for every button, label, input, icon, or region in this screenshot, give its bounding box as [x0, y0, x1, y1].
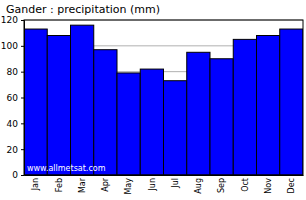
x-tick-label: Apr	[101, 177, 110, 192]
y-tick-label: 0	[12, 170, 18, 180]
x-tick-label: Jul	[171, 178, 180, 189]
x-axis-line	[25, 175, 304, 176]
x-tick-label: Sep	[217, 178, 226, 193]
x-tick: May	[124, 175, 133, 195]
x-tick: Jun	[148, 175, 157, 192]
title: Gander : precipitation (mm)	[6, 3, 160, 16]
y-tick-label: 40	[7, 119, 19, 129]
y-tick: 0	[12, 170, 24, 180]
bar	[47, 36, 70, 176]
y-tick-label: 120	[1, 15, 18, 25]
x-tick-label: Mar	[78, 177, 87, 193]
x-tick-label: Oct	[241, 178, 250, 192]
x-tick-label: May	[124, 178, 133, 195]
x-tick: Dec	[287, 175, 296, 193]
x-tick: Sep	[217, 175, 226, 193]
y-tick-label: 60	[7, 93, 19, 103]
x-tick-label: Jan	[31, 178, 40, 191]
y-tick: 20	[7, 145, 24, 155]
y-tick: 60	[7, 93, 24, 103]
bar	[280, 29, 303, 175]
x-tick-label: Jun	[148, 178, 157, 192]
annotation: www.allmetsat.com	[27, 164, 106, 173]
y-tick-label: 20	[7, 145, 19, 155]
y-tick-label: 80	[7, 67, 19, 77]
x-tick-label: Dec	[287, 178, 296, 193]
grid	[24, 20, 303, 175]
x-axis: Jan Feb Mar Apr May Jun Jul Aug Sep Oct Nov Dec	[25, 175, 304, 195]
x-tick: Apr	[101, 175, 110, 192]
x-tick: Feb	[55, 175, 64, 192]
chart: www.allmetsat.com 0 20 40 60 80 100 120 Jan Feb Ma…	[0, 0, 306, 200]
plot-frame	[24, 20, 303, 175]
bar	[210, 59, 233, 175]
x-tick-label: Feb	[55, 178, 64, 192]
bar	[24, 29, 47, 175]
y-tick-mark	[21, 123, 24, 124]
bar	[257, 36, 280, 176]
bar	[94, 50, 117, 175]
x-tick-label: Nov	[264, 178, 273, 194]
y-tick-mark	[21, 72, 24, 73]
y-tick-mark	[21, 149, 24, 150]
y-tick: 40	[7, 119, 24, 129]
bar	[187, 52, 210, 175]
bars	[24, 25, 303, 175]
x-tick: Oct	[241, 175, 250, 192]
y-axis-line	[21, 21, 25, 176]
x-tick-label: Aug	[194, 178, 203, 194]
bar	[164, 81, 187, 175]
y-tick-mark	[21, 46, 24, 47]
bar	[140, 69, 163, 175]
x-tick: Jan	[31, 175, 40, 191]
y-tick-mark	[21, 175, 24, 176]
bar	[71, 25, 94, 175]
bar	[233, 39, 256, 175]
x-tick: Nov	[264, 175, 273, 194]
y-tick: 100	[1, 41, 24, 51]
y-tick: 80	[7, 67, 24, 77]
y-axis: 0 20 40 60 80 100 120	[1, 15, 25, 180]
y-tick-mark	[21, 98, 24, 99]
y-tick: 120	[1, 15, 24, 25]
bar	[117, 73, 140, 175]
x-tick: Mar	[78, 175, 87, 193]
x-tick: Jul	[171, 175, 180, 189]
plot: www.allmetsat.com 0 20 40 60 80 100 120 Jan Feb Ma…	[1, 15, 304, 194]
y-tick-mark	[21, 20, 24, 21]
x-tick: Aug	[194, 175, 203, 194]
y-tick-label: 100	[1, 41, 18, 51]
